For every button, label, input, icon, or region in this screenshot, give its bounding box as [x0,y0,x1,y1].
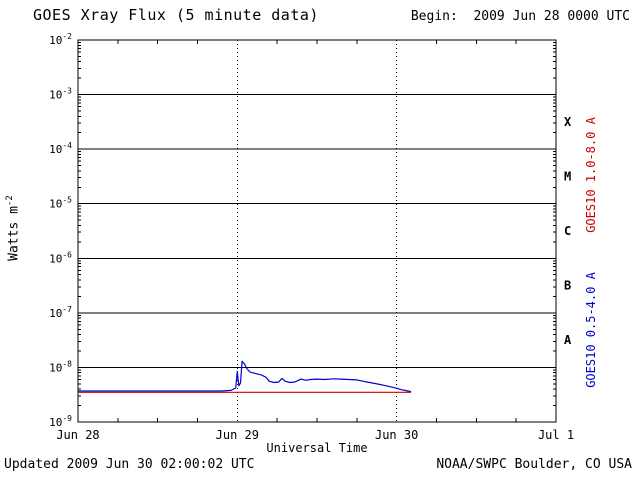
y-tick-label: 10-4 [49,141,72,156]
axis-ticks [78,40,556,422]
x-axis-title: Universal Time [266,441,368,455]
x-tick-label: Jun 30 [375,428,418,442]
grid-lines [78,94,556,368]
y-tick-label: 10-7 [49,305,72,320]
flare-class-letter: B [564,279,571,293]
y-axis-tick-labels: 10-2 10-3 10-4 10-5 10-6 10-7 10-8 10-9 [49,32,72,429]
day-boundary-gridlines [236,40,398,422]
flare-class-letters: X M C B A [564,115,572,347]
y-tick-label: 10-6 [49,250,72,265]
flare-class-letter: C [564,224,571,238]
begin-timestamp: Begin: 2009 Jun 28 0000 UTC [410,9,630,24]
y-axis-title-base: Watts m [6,206,22,261]
chart-title: GOES Xray Flux (5 minute data) [33,6,319,24]
y-axis-title: Watts m-2 [5,148,21,308]
y-axis-title-exponent: -2 [5,195,15,207]
y-tick-label: 10-9 [49,414,72,429]
x-tick-label: Jun 28 [56,428,99,442]
y-tick-label: 10-2 [49,32,72,47]
flare-class-letter: X [564,115,572,129]
y-tick-label: 10-8 [49,359,72,374]
y-tick-label: 10-3 [49,87,72,102]
plot-frame [77,39,557,423]
legend-goes10-short: GOES10 0.5-4.0 A [584,272,598,388]
series-line-goes10-short [78,360,412,393]
x-axis-tick-labels: Jun 28 Jun 29 Jun 30 Jul 1 [56,428,574,442]
x-tick-label: Jul 1 [538,428,574,442]
source-credit: NOAA/SWPC Boulder, CO USA [436,457,632,472]
flare-class-letter: M [564,169,571,183]
y-tick-label: 10-5 [49,196,72,211]
x-tick-label: Jun 29 [216,428,259,442]
updated-timestamp: Updated 2009 Jun 30 02:00:02 UTC [4,457,255,472]
flare-class-letter: A [564,333,572,347]
